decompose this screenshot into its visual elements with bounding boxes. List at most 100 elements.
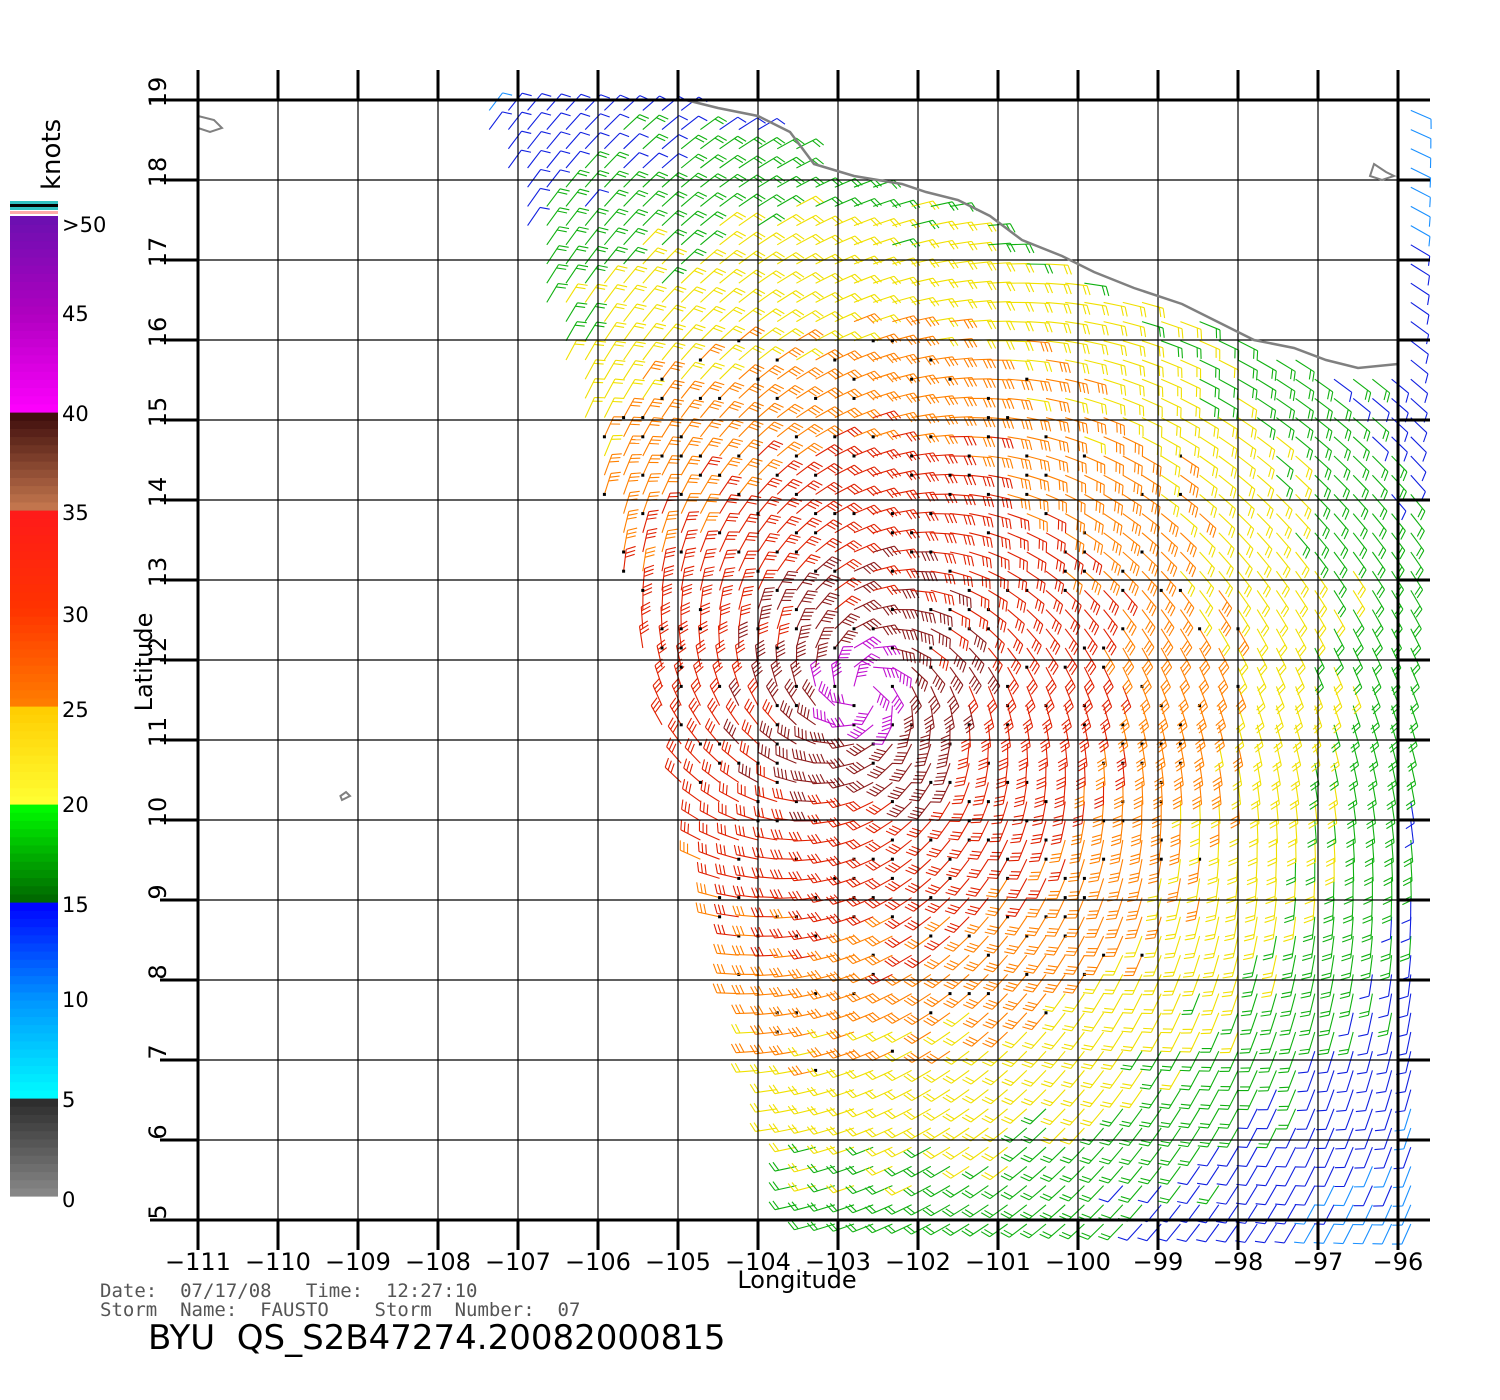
- wind-barb: [790, 770, 816, 783]
- wind-barb: [1103, 628, 1117, 656]
- wind-barb: [1005, 897, 1028, 917]
- wind-barb: [1359, 974, 1373, 1000]
- wind-barb: [1045, 666, 1057, 695]
- wind-barb: [806, 1047, 835, 1058]
- wind-barb: [1237, 359, 1258, 381]
- wind-barb: [1294, 1185, 1316, 1206]
- wind-barb: [488, 111, 512, 130]
- wind-barb: [903, 1223, 932, 1235]
- lon-tick-label: −110: [245, 1248, 311, 1276]
- wind-barb: [1199, 609, 1213, 637]
- wind-barb: [1237, 436, 1257, 460]
- wind-barb: [1020, 1185, 1047, 1201]
- wind-barb: [903, 1069, 932, 1082]
- wind-barb: [963, 974, 989, 991]
- wind-barb: [1021, 1031, 1047, 1049]
- wind-barb: [1180, 474, 1199, 498]
- wind-barb: [1103, 513, 1123, 536]
- wind-barb: [930, 628, 951, 649]
- wind-barb: [713, 903, 739, 918]
- wind-barb: [1156, 1223, 1181, 1242]
- wind-barb: [873, 645, 901, 656]
- wind-barb: [1280, 974, 1297, 999]
- wind-barb: [914, 743, 932, 767]
- wind-barb: [943, 992, 971, 1009]
- wind-barb: [948, 819, 971, 841]
- wind-barb: [1315, 1146, 1335, 1168]
- wind-barb: [709, 677, 721, 706]
- colorbar-segment: [10, 567, 58, 576]
- wind-barb: [948, 569, 974, 588]
- wind-barb: [806, 911, 835, 923]
- wind-barb: [925, 876, 952, 895]
- wind-barb: [565, 169, 590, 188]
- wind-barb: [1162, 974, 1181, 996]
- colorbar-segment: [10, 1163, 58, 1173]
- wind-barb: [1208, 839, 1220, 867]
- wind-barb: [919, 724, 932, 751]
- wind-barb: [963, 705, 975, 734]
- wind-barb: [1165, 897, 1181, 922]
- wind-barb: [1398, 974, 1412, 1000]
- wind-barb: [603, 340, 626, 361]
- wind-barb: [719, 602, 731, 629]
- wind-barb: [967, 686, 979, 715]
- wind-barb: [1120, 686, 1132, 715]
- wind-barb: [1160, 359, 1183, 379]
- wind-barb: [961, 1165, 989, 1180]
- wind-barb: [1141, 532, 1160, 557]
- wind-barb: [807, 853, 835, 864]
- wind-barb: [923, 992, 952, 1008]
- wind-barb: [546, 245, 569, 265]
- wind-barb: [1410, 148, 1432, 169]
- colorbar-segment: [10, 216, 58, 225]
- wind-barb: [1381, 897, 1393, 924]
- wind-barb: [806, 1067, 835, 1077]
- colorbar-segment: [10, 771, 58, 781]
- wind-barb: [738, 457, 763, 476]
- wind-barb: [1295, 647, 1306, 676]
- wind-barb: [1045, 532, 1066, 554]
- wind-barb: [1160, 609, 1175, 637]
- wind-barb: [1000, 1223, 1028, 1238]
- wind-barb: [1054, 782, 1066, 809]
- wind-barb: [1237, 1127, 1258, 1149]
- wind-barb: [1211, 782, 1222, 810]
- wind-barb: [1369, 724, 1380, 753]
- wind-barb: [1045, 551, 1066, 574]
- wind-barb: [678, 620, 689, 650]
- wind-barb: [1082, 993, 1105, 1013]
- wind-barb: [845, 991, 874, 1003]
- wind-barb: [1198, 1108, 1220, 1129]
- wind-barb: [1103, 455, 1124, 476]
- wind-barb: [968, 666, 982, 695]
- colorbar-segment: [10, 297, 58, 307]
- wind-barb: [1007, 609, 1025, 634]
- wind-barb: [660, 436, 683, 458]
- wind-barb: [1061, 1031, 1085, 1051]
- colorbar-segment: [10, 575, 58, 585]
- wind-barb: [768, 1142, 797, 1153]
- colorbar-segment: [10, 1147, 58, 1156]
- wind-barb: [1299, 993, 1316, 1018]
- wind-barb: [696, 882, 722, 900]
- wind-barb: [1082, 646, 1097, 676]
- wind-barb: [787, 1182, 816, 1192]
- wind-barb: [1276, 455, 1294, 480]
- x-axis-label: Longitude: [737, 1266, 856, 1294]
- wind-barb: [1174, 742, 1186, 772]
- wind-barb: [1352, 647, 1364, 676]
- wind-barb: [1283, 916, 1297, 942]
- wind-barb: [679, 840, 701, 860]
- wind-barb: [719, 400, 744, 418]
- wind-barb: [794, 442, 824, 458]
- wind-barb: [775, 460, 803, 477]
- wind-barb: [1263, 916, 1277, 942]
- wind-barb: [1141, 666, 1152, 695]
- wind-barb: [1029, 838, 1048, 863]
- wind-barb: [1064, 474, 1087, 494]
- colorbar-segment: [10, 1122, 58, 1132]
- wind-barb: [982, 1012, 1008, 1029]
- wind-barb: [527, 149, 551, 169]
- wind-barb: [807, 773, 835, 785]
